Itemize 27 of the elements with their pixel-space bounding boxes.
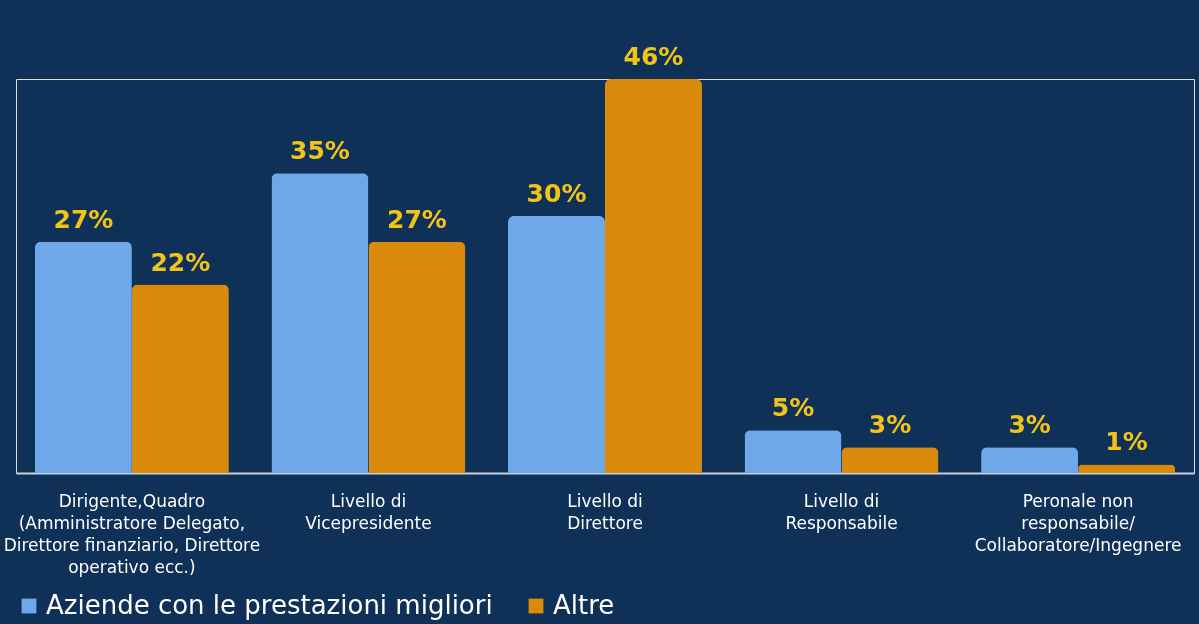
legend-label: Aziende con le prestazioni migliori (46, 590, 493, 620)
data-label: 22% (150, 247, 211, 277)
x-tick-label: Peronale non responsabile/ Collaboratore/Ingegnere (974, 490, 1182, 555)
bar (34, 241, 132, 473)
x-tick-label: Livello di Vicepresidente (305, 490, 432, 533)
bar (368, 241, 466, 473)
data-label: 35% (290, 136, 350, 166)
data-label: 27% (53, 204, 114, 234)
data-label: 3% (1008, 410, 1051, 440)
bar (271, 173, 369, 473)
bar (744, 430, 842, 473)
bar (508, 216, 605, 473)
x-tick-label: Livello di Responsabile (785, 490, 898, 533)
data-label: 3% (868, 410, 912, 440)
data-label: 5% (771, 393, 815, 423)
bar (605, 79, 702, 473)
x-tick-label: Livello di Direttore (567, 490, 643, 533)
data-label: 30% (526, 179, 587, 209)
data-label: 27% (387, 204, 447, 234)
data-label: 46% (623, 42, 684, 71)
data-label: 1% (1105, 427, 1148, 457)
x-tick-label: Dirigente,Quadro (Amministratore Delegato, Direttore finanziario, Direttore operativo ecc.) (3, 490, 261, 577)
legend-label: Altre (553, 590, 615, 620)
bar (1078, 464, 1176, 473)
bar (131, 284, 229, 473)
bar (841, 447, 939, 473)
bar (981, 447, 1079, 473)
